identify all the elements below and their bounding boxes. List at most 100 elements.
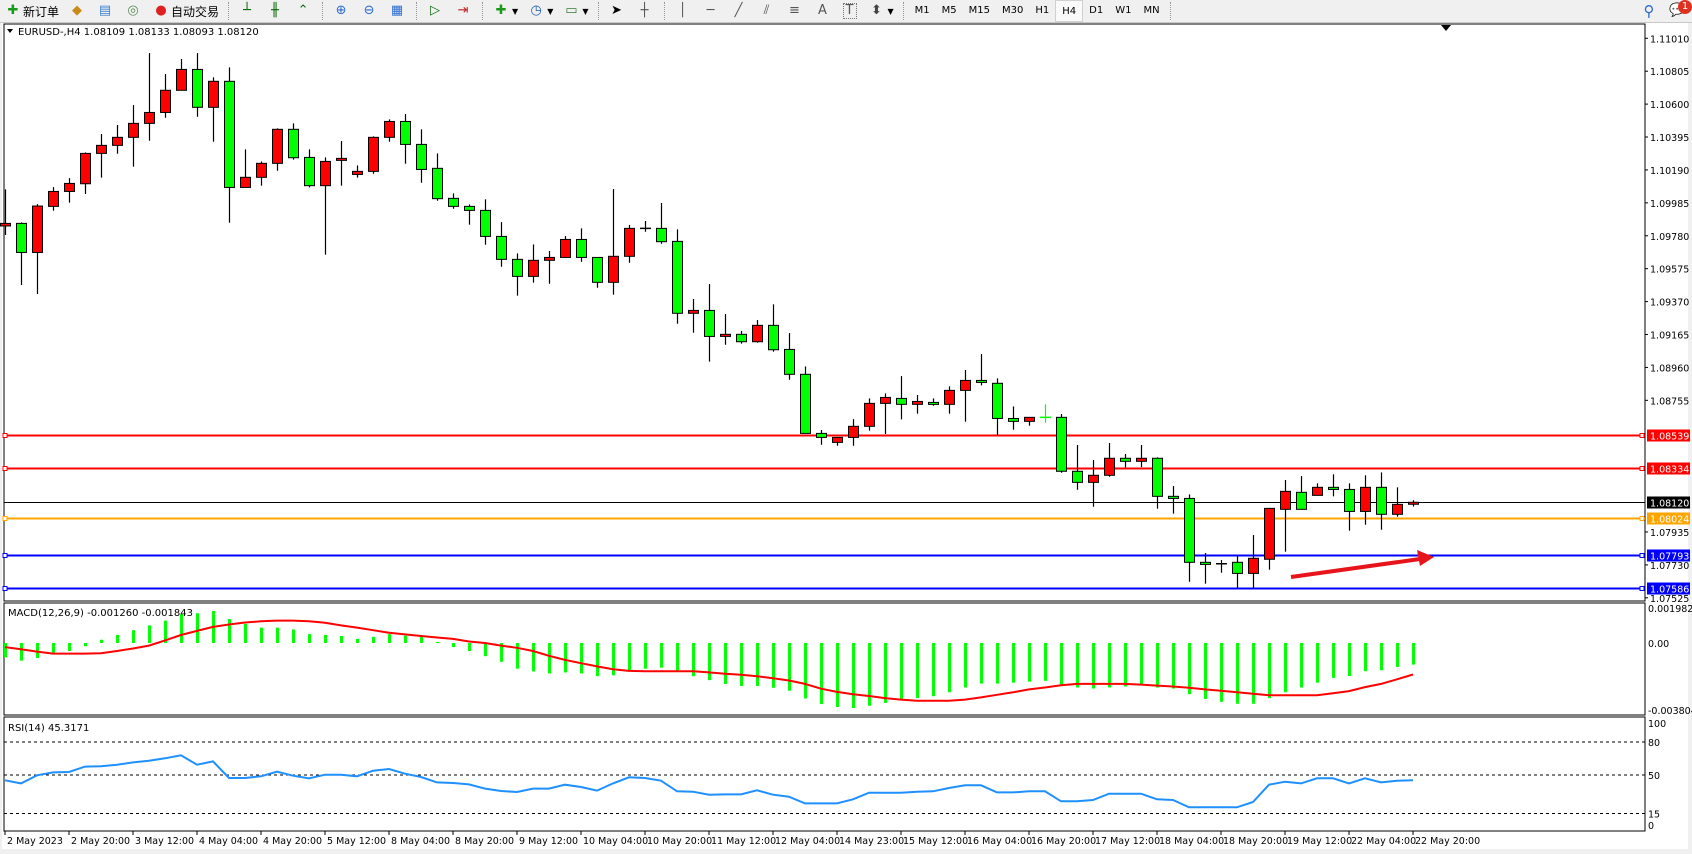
level-price-label: 1.08120 [1650,499,1689,510]
timeframe-h1[interactable]: H1 [1035,4,1050,16]
macd-histogram-bar [116,634,119,643]
time-axis-label: 16 May 20:00 [1031,836,1096,847]
macd-histogram-bar [628,643,631,671]
candle-body-bearish [704,309,715,337]
timeframe-mn[interactable]: MN [1143,4,1160,16]
candle [640,220,651,232]
autotrading-button[interactable]: ● 自动交易 [150,1,222,21]
candle-body-bearish [928,401,939,405]
horizontal-line-tool[interactable]: ─ [700,1,724,21]
line-chart-button[interactable]: ⌃ [292,1,316,21]
level-anchor-handle[interactable] [1639,553,1645,558]
text-label-tool[interactable]: T [840,1,862,21]
candle [144,53,155,141]
price-axis-label: 1.09780 [1650,232,1689,243]
chart-shift-button[interactable]: ▷ [424,1,448,21]
level-anchor-handle[interactable] [1639,433,1645,438]
terminal-button[interactable]: ▤ [94,1,118,21]
level-anchor-handle[interactable] [2,586,8,591]
timeframe-m1[interactable]: M1 [914,4,930,16]
market-watch-button[interactable]: ◆ [66,1,90,21]
zoom-out-button[interactable]: ⊖ [358,1,382,21]
dropdown-caret-icon: ▼ [512,6,519,16]
autoscroll-button[interactable]: ⇥ [452,1,476,21]
trend-arrow-line[interactable] [1290,557,1421,579]
candlestick-button[interactable]: ╫ [264,1,288,21]
candle [528,244,539,283]
candle [416,129,427,183]
candle [16,222,27,286]
tile-windows-button[interactable]: ▦ [386,1,410,21]
trend-arrow-head-icon[interactable] [1417,550,1434,566]
candle-body-bearish [224,80,235,188]
timeframe-w1[interactable]: W1 [1115,4,1132,16]
candle-body-bullish [0,222,11,227]
candle-body-bearish [1056,416,1067,472]
candle-body-bullish [1248,557,1259,574]
text-tool[interactable]: A [812,1,836,21]
candle-body-bullish [832,436,843,443]
fibonacci-tool[interactable]: ≡ [784,1,808,21]
candle-body-bearish [1376,486,1387,515]
new-order-icon: ✚ [7,3,19,18]
cursor-tool[interactable]: ➤ [606,1,630,21]
candle [224,67,235,223]
templates-button[interactable]: ▭ ▼ [560,1,591,21]
search-button[interactable]: ⚲ [1638,1,1662,21]
time-axis-label: 4 May 20:00 [263,836,322,847]
trendline-tool[interactable]: ╱ [728,1,752,21]
notification-badge: 1 [1678,0,1692,14]
timeframe-h4[interactable]: H4 [1055,0,1084,22]
zoom-in-button[interactable]: ⊕ [330,1,354,21]
level-price-tag [1647,496,1690,509]
level-anchor-handle[interactable] [2,466,8,471]
candle-body-bullish [160,89,171,113]
periods-button[interactable]: ◷ ▼ [525,1,556,21]
macd-histogram-bar [356,638,359,643]
macd-histogram-bar [20,643,23,661]
candle [1136,444,1147,468]
indicators-icon: ✚ [495,3,507,18]
chart-shift-marker-icon[interactable] [1441,25,1451,31]
new-order-button[interactable]: ✚ 新订单 [2,1,62,21]
timeframe-m5[interactable]: M5 [941,4,957,16]
time-axis-label: 22 May 04:00 [1351,836,1416,847]
timeframe-d1[interactable]: D1 [1089,4,1104,16]
indicators-button[interactable]: ✚ ▼ [490,1,521,21]
candle-body-bearish [1072,470,1083,483]
header-collapse-triangle-icon[interactable] [7,29,13,33]
crosshair-tool[interactable]: ┼ [634,1,658,21]
level-anchor-handle[interactable] [1639,586,1645,591]
vertical-line-tool[interactable]: │ [672,1,696,21]
bar-chart-button[interactable]: ┴ [236,1,260,21]
price-axis-label: 1.07730 [1650,561,1689,572]
signals-button[interactable]: ◎ [122,1,146,21]
text-icon: A [818,3,827,18]
macd-histogram-bar [1172,643,1175,689]
candle-body-bearish [496,235,507,260]
level-anchor-handle[interactable] [2,433,8,438]
level-anchor-handle[interactable] [1639,466,1645,471]
level-anchor-handle[interactable] [2,516,8,521]
macd-histogram-bar [1412,643,1415,665]
candle [1152,457,1163,509]
equidistant-channel-tool[interactable]: ⫽ [756,1,780,21]
messages-button[interactable]: 💬 1 [1666,0,1692,21]
macd-histogram-bar [276,627,279,643]
macd-histogram-bar [740,643,743,686]
candle [32,204,43,295]
candle-body-bearish [672,240,683,314]
timeframe-m15[interactable]: M15 [968,4,991,16]
candle-body-bullish [912,400,923,405]
timeframe-m30[interactable]: M30 [1002,4,1024,16]
candle-body-bullish [720,333,731,337]
candle [1072,444,1083,490]
level-anchor-handle[interactable] [2,553,8,558]
candle-body-bullish [752,324,763,343]
candle [288,123,299,160]
candle [304,149,315,188]
macd-histogram-bar [852,643,855,709]
arrows-tool[interactable]: ⬍ ▼ [866,1,897,21]
level-anchor-handle[interactable] [1639,516,1645,521]
